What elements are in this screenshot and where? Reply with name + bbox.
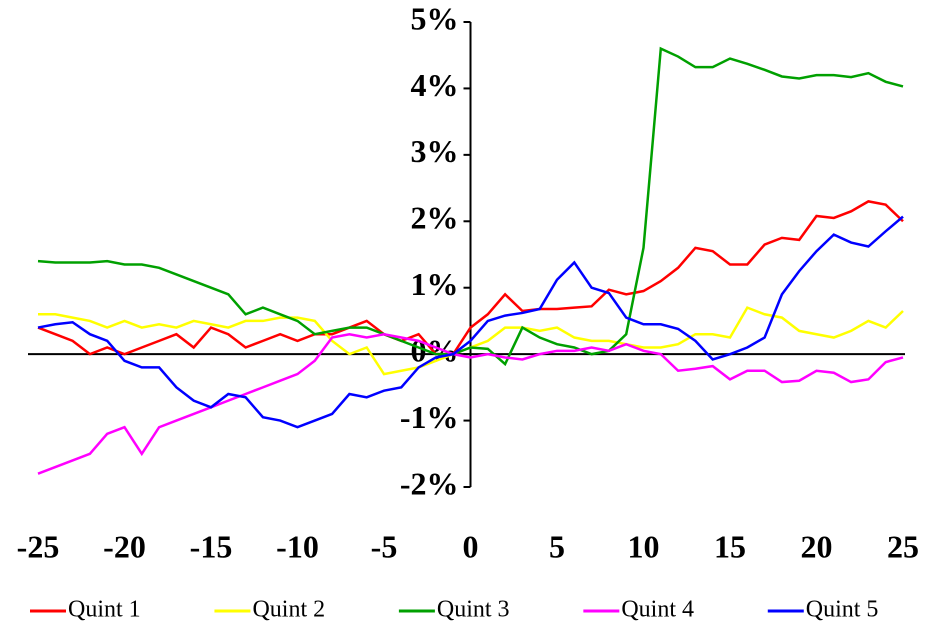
legend-label: Quint 2 — [252, 597, 325, 623]
x-tick-label: 10 — [628, 528, 660, 564]
y-tick-label: 0% — [411, 332, 459, 368]
y-tick-label: 1% — [411, 266, 459, 302]
x-tick-label: -15 — [190, 528, 233, 564]
y-tick-label: 4% — [411, 67, 459, 103]
y-tick-label: -1% — [400, 399, 459, 435]
legend-label: Quint 1 — [68, 597, 141, 623]
legend-label: Quint 5 — [806, 597, 879, 623]
x-tick-label: 5 — [549, 528, 565, 564]
y-tick-label: 5% — [411, 0, 459, 36]
series-line — [37, 332, 904, 475]
x-tick-label: 0 — [463, 528, 479, 564]
y-tick-label: 2% — [411, 200, 459, 236]
x-tick-label: 20 — [801, 528, 833, 564]
x-tick-label: 15 — [714, 528, 746, 564]
x-tick-label: -20 — [103, 528, 146, 564]
x-tick-label: -5 — [371, 528, 398, 564]
series-line — [37, 215, 904, 429]
x-tick-label: -25 — [17, 528, 60, 564]
legend-label: Quint 3 — [437, 597, 510, 623]
y-tick-label: 3% — [411, 133, 459, 169]
x-tick-label: 25 — [887, 528, 919, 564]
legend-label: Quint 4 — [621, 597, 694, 623]
x-tick-label: -10 — [276, 528, 319, 564]
y-tick-label: -2% — [400, 465, 459, 501]
series-line — [37, 200, 904, 356]
series-line — [37, 46, 904, 367]
